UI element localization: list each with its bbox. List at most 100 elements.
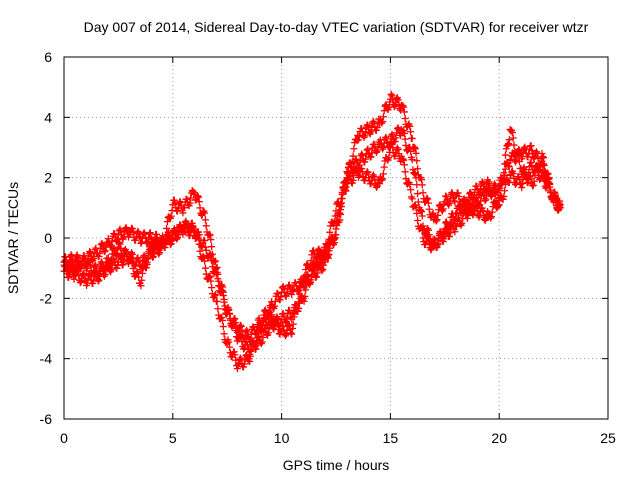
- data-point: [137, 239, 145, 247]
- data-point: [360, 133, 368, 141]
- data-point: [531, 171, 539, 179]
- data-point: [434, 211, 442, 219]
- data-point: [362, 155, 370, 163]
- chart-title: Day 007 of 2014, Sidereal Day-to-day VTE…: [84, 19, 589, 35]
- data-point: [206, 273, 214, 281]
- data-point: [358, 125, 366, 133]
- data-point: [195, 240, 203, 248]
- data-point: [254, 323, 262, 331]
- data-point: [451, 216, 459, 224]
- data-point: [368, 149, 376, 157]
- data-point: [446, 219, 454, 227]
- data-point: [191, 189, 199, 197]
- data-point: [205, 230, 213, 238]
- data-point: [473, 182, 481, 190]
- data-point: [171, 199, 179, 207]
- data-point: [215, 277, 223, 285]
- data-point: [421, 240, 429, 248]
- data-point: [140, 252, 148, 260]
- data-point: [313, 254, 321, 262]
- data-point: [159, 237, 167, 245]
- data-point: [243, 326, 251, 334]
- data-point: [387, 90, 395, 98]
- data-point: [100, 248, 108, 256]
- data-point: [107, 255, 115, 263]
- data-point: [492, 203, 500, 211]
- data-point: [194, 192, 202, 200]
- data-point: [137, 282, 145, 290]
- data-point: [410, 143, 418, 151]
- data-point: [144, 237, 152, 245]
- data-point: [274, 320, 282, 328]
- data-point: [97, 258, 105, 266]
- data-point: [521, 166, 529, 174]
- data-point: [438, 206, 446, 214]
- data-point: [364, 122, 372, 130]
- data-point: [424, 195, 432, 203]
- data-point: [214, 270, 222, 278]
- data-point: [556, 201, 564, 209]
- data-point: [95, 276, 103, 284]
- data-point: [243, 328, 251, 336]
- data-point: [529, 181, 537, 189]
- data-point: [417, 223, 425, 231]
- data-point: [300, 276, 308, 284]
- data-point: [142, 264, 150, 272]
- data-point: [332, 231, 340, 239]
- data-point: [128, 225, 136, 233]
- data-point: [401, 168, 409, 176]
- data-point: [424, 226, 432, 234]
- data-point: [208, 284, 216, 292]
- data-point: [470, 195, 478, 203]
- data-point: [79, 271, 87, 279]
- data-point: [380, 163, 388, 171]
- data-point: [510, 174, 518, 182]
- data-point: [219, 323, 227, 331]
- data-point: [247, 330, 255, 338]
- data-point: [414, 216, 422, 224]
- x-tick-label: 20: [491, 430, 507, 446]
- data-point: [349, 152, 357, 160]
- data-point: [490, 186, 498, 194]
- data-point: [408, 156, 416, 164]
- data-point: [205, 251, 213, 259]
- data-point: [520, 144, 528, 152]
- data-point: [86, 258, 94, 266]
- data-point: [519, 165, 527, 173]
- data-point: [400, 129, 408, 137]
- data-point: [149, 253, 157, 261]
- data-point: [546, 188, 554, 196]
- data-point: [404, 179, 412, 187]
- data-point: [91, 246, 99, 254]
- data-point: [252, 340, 260, 348]
- data-point: [401, 135, 409, 143]
- data-point: [72, 252, 80, 260]
- data-point: [367, 179, 375, 187]
- data-point: [336, 209, 344, 217]
- data-point: [439, 205, 447, 213]
- data-point: [113, 250, 121, 258]
- data-point: [295, 290, 303, 298]
- data-point: [522, 170, 530, 178]
- data-point: [271, 297, 279, 305]
- data-point: [539, 153, 547, 161]
- data-point: [152, 230, 160, 238]
- data-point: [231, 351, 239, 359]
- data-point: [419, 189, 427, 197]
- data-point: [491, 181, 499, 189]
- data-point: [202, 222, 210, 230]
- data-point: [330, 239, 338, 247]
- data-point: [121, 224, 129, 232]
- data-point: [535, 167, 543, 175]
- data-point: [247, 346, 255, 354]
- data-point: [187, 194, 195, 202]
- data-point: [70, 275, 78, 283]
- data-point: [240, 360, 248, 368]
- y-tick-label: -6: [40, 411, 53, 427]
- data-point: [249, 323, 257, 331]
- data-point: [385, 154, 393, 162]
- data-point: [69, 259, 77, 267]
- data-point: [394, 146, 402, 154]
- data-point: [388, 92, 396, 100]
- data-point: [438, 234, 446, 242]
